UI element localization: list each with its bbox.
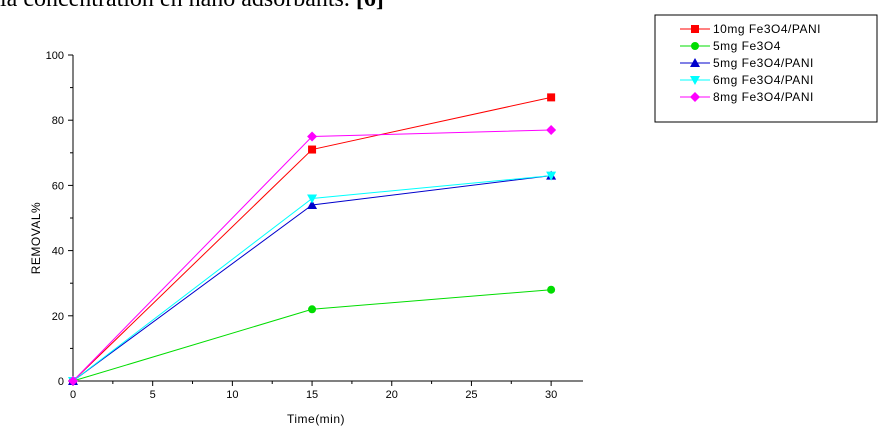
legend-label: 8mg Fe3O4/PANI [713,90,814,104]
y-tick-label: 60 [52,180,64,192]
legend-marker [690,92,700,102]
data-point [547,93,556,102]
series-layer [68,93,557,386]
legend-label: 5mg Fe3O4/PANI [713,56,814,70]
legend-marker [690,58,700,67]
x-axis-title: Time(min) [287,412,345,426]
legend: 10mg Fe3O4/PANI 5mg Fe3O4 5mg Fe3O4/PANI 6m… [654,14,878,123]
legend-label: 5mg Fe3O4 [713,39,781,53]
x-tick-label: 30 [545,389,557,401]
y-tick-label: 80 [52,115,64,127]
data-point [308,145,317,154]
series-line [72,129,552,382]
axes: 0 5 10 15 20 25 30 0 20 40 60 80 100 Time(min) REMOVAL… [29,50,583,426]
legend-marker [691,42,699,50]
legend-item: 5mg Fe3O4/PANI [680,56,814,70]
data-point [68,376,78,386]
data-point [546,124,557,135]
series-5 [68,124,557,386]
document-heading: la concentration en nano adsorbants. [6] [0,0,384,13]
x-tick-label: 5 [150,389,156,401]
reference-number: [6] [356,0,384,12]
legend-item: 5mg Fe3O4 [680,39,781,53]
legend-label: 6mg Fe3O4/PANI [713,73,814,87]
legend-label: 10mg Fe3O4/PANI [713,22,821,36]
legend-marker [690,76,700,85]
y-tick-label: 40 [52,246,64,258]
x-tick-label: 15 [306,389,318,401]
y-tick-label: 20 [52,311,64,323]
legend-marker [691,25,699,33]
data-point [307,199,318,209]
x-tick-label: 0 [70,389,76,401]
series-2 [69,285,556,385]
series-line [72,289,552,382]
x-tick-label: 25 [465,389,477,401]
data-point [546,171,557,181]
legend-item: 8mg Fe3O4/PANI [680,90,814,104]
y-tick-label: 100 [46,50,64,62]
data-point [307,194,318,204]
legend-item: 6mg Fe3O4/PANI [680,73,814,87]
legend-item: 10mg Fe3O4/PANI [680,22,821,36]
y-axis-title: REMOVAL% [29,202,43,274]
x-tick-label: 10 [226,389,238,401]
data-point [308,305,317,314]
data-point [547,285,556,294]
heading-text: la concentration en nano adsorbants. [0,0,350,12]
y-tick-label: 0 [58,376,64,388]
x-tick-label: 20 [386,389,398,401]
data-point [307,131,318,142]
